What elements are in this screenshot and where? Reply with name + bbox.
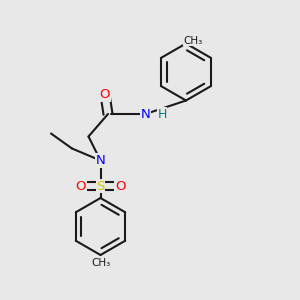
Text: O: O: [100, 88, 110, 101]
Text: CH₃: CH₃: [184, 35, 203, 46]
Text: O: O: [76, 179, 86, 193]
Text: N: N: [96, 154, 105, 167]
Text: H: H: [157, 107, 167, 121]
Text: CH₃: CH₃: [91, 257, 110, 268]
Text: N: N: [141, 107, 150, 121]
Text: S: S: [96, 179, 105, 193]
Text: O: O: [115, 179, 125, 193]
